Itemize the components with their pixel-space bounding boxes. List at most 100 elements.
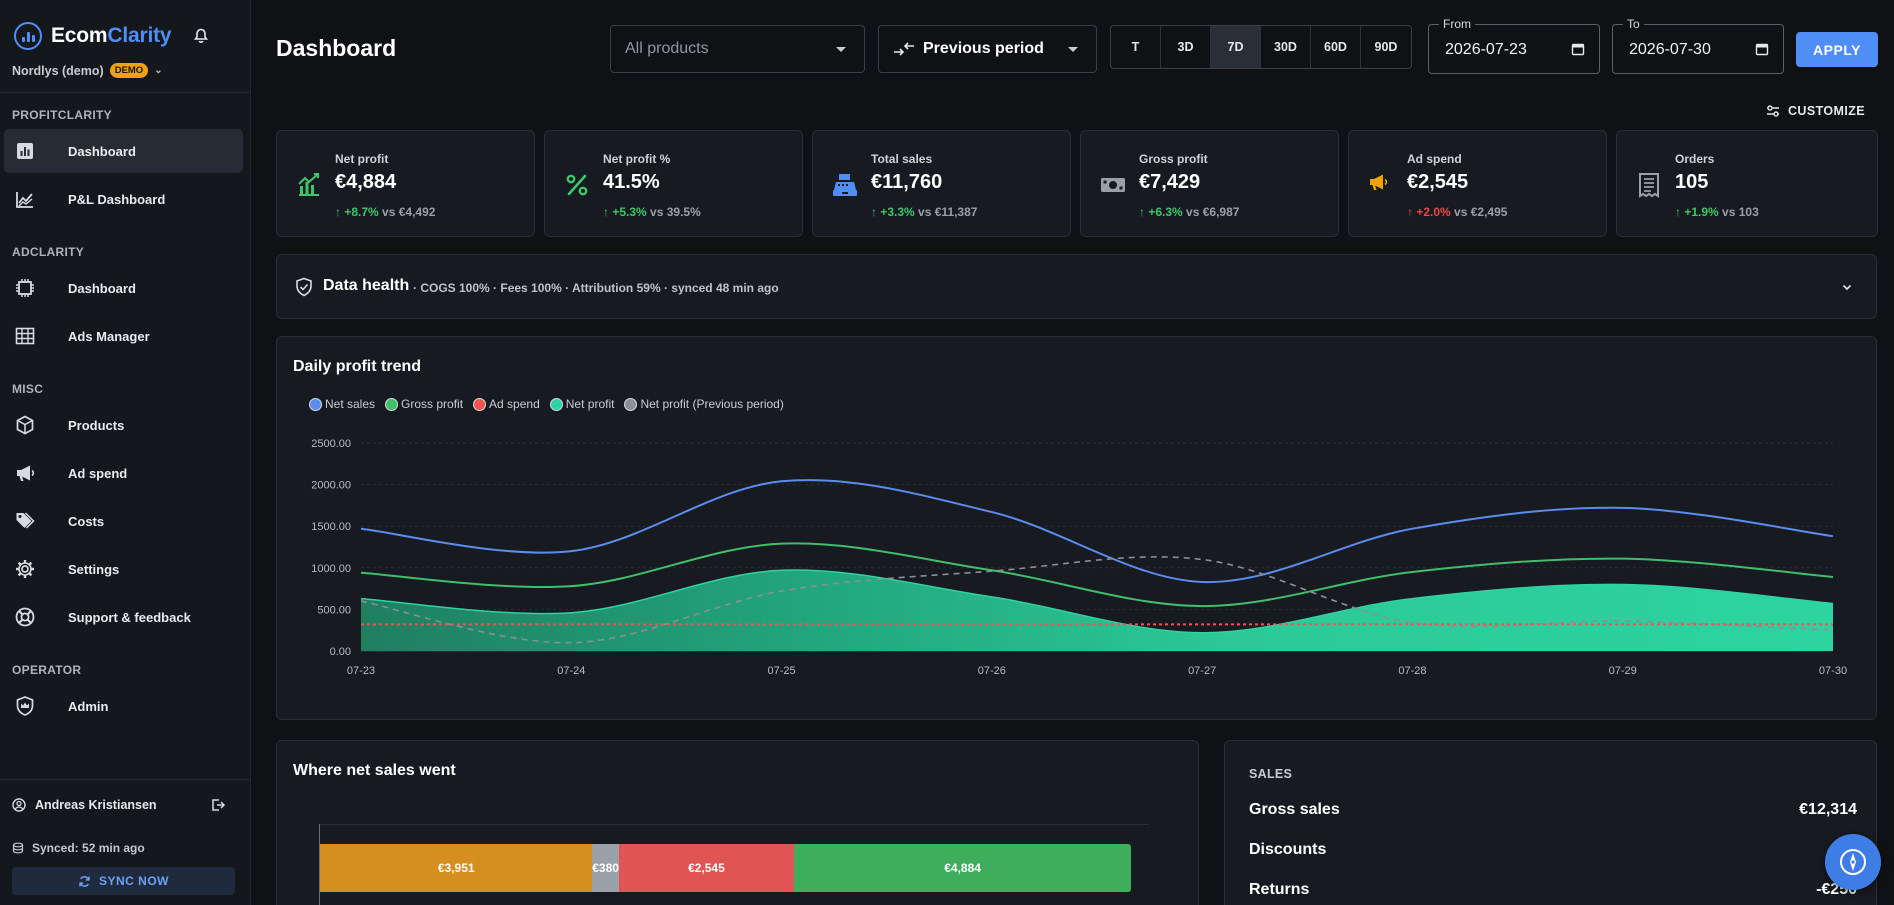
- percent-icon: [563, 171, 591, 199]
- legend-swatch: [309, 397, 322, 411]
- sales-row-discounts: Discounts-€2: [1249, 841, 1857, 859]
- legend-item-net-profit-previous-period-[interactable]: Net profit (Previous period): [624, 397, 784, 411]
- kpi-card-net-profit[interactable]: Net profit €4,884 ↑ +8.7% vs €4,492: [276, 130, 535, 237]
- sync-now-button[interactable]: SYNC NOW: [12, 867, 235, 895]
- sidebar-item-dashboard[interactable]: Dashboard: [4, 129, 243, 173]
- kpi-compare: vs 39.5%: [650, 205, 701, 219]
- sidebar-item-admin[interactable]: Admin: [4, 684, 243, 728]
- kpi-label: Net profit %: [603, 152, 671, 166]
- trend-chart-icon: [13, 187, 37, 211]
- sidebar-item-label: Admin: [68, 698, 109, 714]
- bell-icon[interactable]: [193, 28, 209, 44]
- workspace-switcher[interactable]: Nordlys (demo) DEMO ⌄: [12, 63, 163, 78]
- kpi-card-net-profit-[interactable]: Net profit % 41.5% ↑ +5.3% vs 39.5%: [544, 130, 803, 237]
- x-tick-label: 07-28: [1398, 665, 1426, 677]
- kpi-delta: ↑ +3.3% vs €11,387: [871, 205, 977, 219]
- range-button-3d[interactable]: 3D: [1161, 26, 1211, 68]
- net-sales-segment[interactable]: €4,884: [794, 844, 1131, 892]
- kpi-card-orders[interactable]: Orders 105 ↑ +1.9% vs 103: [1616, 130, 1878, 237]
- x-tick-label: 07-25: [768, 665, 796, 677]
- comparison-select[interactable]: Previous period: [878, 25, 1097, 73]
- logout-icon[interactable]: [210, 797, 226, 813]
- legend-item-net-profit[interactable]: Net profit: [549, 397, 615, 411]
- range-button-90d[interactable]: 90D: [1374, 40, 1398, 54]
- sidebar-item-label: Ads Manager: [68, 328, 150, 344]
- shield-check-icon: [296, 277, 312, 297]
- brand[interactable]: EcomClarity: [14, 22, 172, 50]
- date-range-toggle: T 3D 7D 30D 60D 90D: [1110, 25, 1412, 69]
- x-tick-label: 07-24: [557, 665, 585, 677]
- range-button-60d[interactable]: 60D: [1311, 26, 1361, 68]
- kpi-delta-change: ↑ +5.3%: [603, 205, 647, 219]
- kpi-value: €2,545: [1407, 171, 1469, 193]
- sales-summary-card: SALES Gross sales €12,314 Discounts-€2 Retu…: [1224, 740, 1877, 905]
- series-net-sales-line: [360, 479, 1834, 583]
- net-sales-segment[interactable]: €3,951: [320, 844, 593, 892]
- kpi-compare: vs €6,987: [1186, 205, 1240, 219]
- net-sales-segment[interactable]: €380: [592, 844, 619, 892]
- where-net-sales-went-card: Where net sales went €3,951 €380 €2,545 €4,…: [276, 740, 1199, 905]
- sidebar-item-label: Products: [68, 417, 125, 433]
- sidebar-item-ads-manager[interactable]: Ads Manager: [4, 314, 243, 358]
- profit-chart-icon: [295, 171, 323, 199]
- sidebar-section-title: ADCLARITY: [12, 245, 85, 259]
- megaphone-icon: [1367, 171, 1395, 199]
- legend-label: Net profit (Previous period): [640, 397, 784, 411]
- chevron-down-icon: ⌄: [154, 65, 163, 76]
- sidebar-item-ad-spend[interactable]: Ad spend: [4, 451, 243, 495]
- sidebar-item-settings[interactable]: Settings: [4, 547, 243, 591]
- to-date-field[interactable]: To 2026-07-30: [1612, 17, 1784, 74]
- cash-register-icon: [831, 171, 859, 199]
- calendar-icon[interactable]: [1755, 42, 1769, 56]
- product-filter-select[interactable]: All products: [610, 25, 865, 73]
- sidebar-item-dashboard[interactable]: Dashboard: [4, 266, 243, 310]
- legend-item-ad-spend[interactable]: Ad spend: [473, 397, 540, 411]
- apply-button[interactable]: APPLY: [1796, 32, 1878, 67]
- legend-swatch: [473, 397, 487, 411]
- refresh-icon: [79, 875, 90, 887]
- legend-item-net-sales[interactable]: Net sales: [309, 397, 375, 411]
- sidebar-item-label: P&L Dashboard: [68, 191, 166, 207]
- kpi-delta: ↑ +1.9% vs 103: [1675, 205, 1759, 219]
- lifebuoy-icon: [13, 605, 37, 629]
- data-health-title: Data health: [323, 277, 410, 294]
- sidebar-item-products[interactable]: Products: [4, 403, 243, 447]
- from-date-field[interactable]: From 2026-07-23: [1428, 17, 1600, 74]
- sidebar-item-label: Support & feedback: [68, 609, 191, 625]
- legend-label: Net profit: [565, 397, 615, 411]
- legend-item-gross-profit[interactable]: Gross profit: [385, 397, 463, 411]
- kpi-card-ad-spend[interactable]: Ad spend €2,545 ↑ +2.0% vs €2,495: [1348, 130, 1607, 237]
- data-health-meta: · COGS 100% · Fees 100% · Attribution 59…: [413, 281, 779, 295]
- database-icon: [12, 842, 24, 854]
- calendar-icon[interactable]: [1571, 42, 1585, 56]
- range-button-7d[interactable]: 7D: [1211, 26, 1261, 68]
- compass-fab-button[interactable]: [1825, 834, 1881, 890]
- kpi-card-gross-profit[interactable]: Gross profit €7,429 ↑ +6.3% vs €6,987: [1080, 130, 1339, 237]
- sidebar-divider: [0, 92, 251, 93]
- data-health-panel[interactable]: Data health · COGS 100% · Fees 100% · At…: [276, 254, 1877, 319]
- brand-logo-icon: [14, 22, 42, 50]
- y-tick-label: 500.00: [317, 604, 351, 616]
- x-tick-label: 07-26: [978, 665, 1006, 677]
- sales-row-returns: Returns -€250: [1249, 881, 1857, 899]
- sidebar-item-label: Settings: [68, 561, 120, 577]
- shield-crown-icon: [13, 694, 37, 718]
- sidebar-item-p-l-dashboard[interactable]: P&L Dashboard: [4, 177, 243, 221]
- sales-row-gross-sales: Gross sales €12,314: [1249, 801, 1857, 819]
- range-button-30d[interactable]: 30D: [1261, 26, 1311, 68]
- sales-row-label: Discounts: [1249, 841, 1327, 858]
- net-sales-segment[interactable]: €2,545: [618, 844, 795, 892]
- customize-button[interactable]: CUSTOMIZE: [1766, 104, 1865, 118]
- range-button-t[interactable]: T: [1111, 26, 1161, 68]
- sidebar-item-support-feedback[interactable]: Support & feedback: [4, 595, 243, 639]
- chevron-down-icon[interactable]: [1842, 282, 1852, 292]
- kpi-card-total-sales[interactable]: Total sales €11,760 ↑ +3.3% vs €11,387: [812, 130, 1071, 237]
- kpi-label: Net profit: [335, 152, 389, 166]
- sidebar-item-costs[interactable]: Costs: [4, 499, 243, 543]
- kpi-compare: vs €2,495: [1454, 205, 1508, 219]
- page-title: Dashboard: [276, 35, 397, 61]
- series-net-profit-previous-period--line: [360, 556, 1834, 644]
- kpi-delta: ↑ +8.7% vs €4,492: [335, 205, 435, 219]
- legend-swatch: [624, 397, 638, 411]
- kpi-compare: vs 103: [1722, 205, 1759, 219]
